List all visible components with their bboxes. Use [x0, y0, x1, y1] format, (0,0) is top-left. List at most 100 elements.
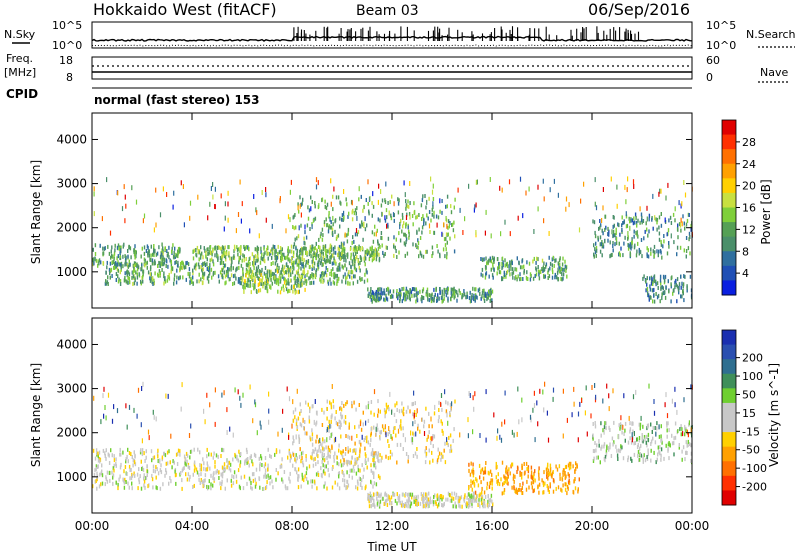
- echo-mark: [287, 281, 289, 286]
- scatter-mark: [537, 421, 539, 427]
- echo-mark: [319, 252, 321, 257]
- echo-mark: [243, 244, 245, 249]
- echo-mark: [577, 489, 579, 494]
- echo-mark: [264, 250, 266, 255]
- echo-mark: [604, 454, 607, 459]
- echo-mark: [556, 275, 558, 280]
- echo-mark: [453, 249, 456, 254]
- scatter-mark: [409, 214, 411, 220]
- echo-mark: [595, 246, 598, 250]
- echo-mark: [537, 484, 539, 489]
- echo-mark: [210, 486, 212, 491]
- echo-mark: [541, 478, 543, 483]
- echo-mark: [433, 214, 435, 219]
- echo-mark: [322, 279, 324, 284]
- echo-mark: [319, 274, 322, 279]
- echo-mark: [322, 437, 324, 442]
- echo-mark: [327, 452, 329, 457]
- echo-mark: [419, 429, 421, 434]
- echo-mark: [158, 269, 161, 274]
- echo-mark: [371, 253, 373, 257]
- echo-mark: [659, 451, 661, 456]
- echo-mark: [646, 246, 648, 251]
- echo-mark: [564, 465, 567, 470]
- echo-mark: [349, 281, 351, 286]
- echo-mark: [148, 250, 150, 255]
- echo-mark: [300, 451, 303, 456]
- scatter-mark: [141, 386, 143, 391]
- echo-mark: [379, 475, 381, 480]
- scatter-mark: [594, 383, 596, 388]
- scatter-mark: [571, 412, 573, 418]
- echo-mark: [483, 470, 485, 475]
- echo-mark: [409, 500, 411, 505]
- echo-mark: [445, 293, 448, 298]
- echo-mark: [203, 461, 205, 466]
- echo-mark: [133, 261, 136, 266]
- echo-mark: [114, 248, 116, 253]
- echo-mark: [370, 480, 373, 485]
- echo-mark: [361, 220, 363, 225]
- echo-mark: [359, 468, 361, 473]
- echo-mark: [343, 461, 345, 466]
- echo-mark: [252, 261, 254, 265]
- echo-mark: [441, 428, 443, 433]
- echo-mark: [357, 481, 359, 486]
- scatter-mark: [221, 392, 223, 398]
- echo-mark: [318, 257, 320, 262]
- echo-mark: [634, 212, 637, 217]
- echo-mark: [466, 501, 468, 506]
- echo-mark: [298, 259, 300, 264]
- echo-mark: [200, 467, 203, 472]
- echo-mark: [297, 255, 299, 260]
- echo-mark: [605, 452, 608, 457]
- scatter-mark: [259, 420, 261, 426]
- echo-mark: [474, 490, 477, 495]
- echo-mark: [134, 473, 136, 478]
- scatter-mark: [474, 391, 476, 397]
- echo-mark: [506, 261, 509, 266]
- echo-mark: [422, 296, 425, 300]
- scatter-mark: [522, 213, 524, 219]
- echo-mark: [306, 431, 308, 436]
- echo-mark: [415, 287, 417, 292]
- echo-mark: [374, 252, 376, 257]
- scatter-mark: [286, 386, 288, 392]
- scatter-mark: [253, 194, 255, 199]
- echo-mark: [676, 299, 678, 304]
- echo-mark: [331, 467, 334, 471]
- echo-mark: [597, 235, 599, 240]
- echo-mark: [347, 280, 349, 285]
- echo-mark: [397, 197, 399, 202]
- scatter-mark: [403, 180, 405, 186]
- echo-mark: [100, 482, 102, 487]
- echo-mark: [407, 225, 409, 230]
- echo-mark: [485, 265, 487, 270]
- echo-mark: [312, 275, 314, 280]
- scatter-mark: [631, 437, 633, 443]
- echo-mark: [176, 263, 179, 268]
- echo-mark: [689, 235, 691, 239]
- echo-mark: [479, 475, 481, 480]
- echo-mark: [163, 262, 165, 267]
- echo-mark: [254, 453, 257, 458]
- echo-mark: [331, 413, 333, 418]
- echo-mark: [387, 439, 389, 444]
- echo-mark: [151, 261, 154, 266]
- echo-mark: [311, 436, 314, 441]
- scatter-mark: [172, 204, 174, 210]
- echo-mark: [128, 263, 130, 268]
- echo-mark: [607, 238, 609, 243]
- scatter-mark: [109, 230, 112, 236]
- echo-mark: [613, 440, 615, 445]
- echo-mark: [350, 256, 352, 261]
- echo-mark: [242, 269, 244, 274]
- echo-mark: [473, 481, 476, 486]
- echo-mark: [256, 273, 258, 278]
- echo-mark: [673, 240, 675, 245]
- echo-mark: [248, 257, 250, 262]
- echo-mark: [92, 258, 94, 263]
- echo-mark: [675, 278, 677, 283]
- echo-mark: [345, 267, 348, 272]
- echo-mark: [176, 275, 178, 280]
